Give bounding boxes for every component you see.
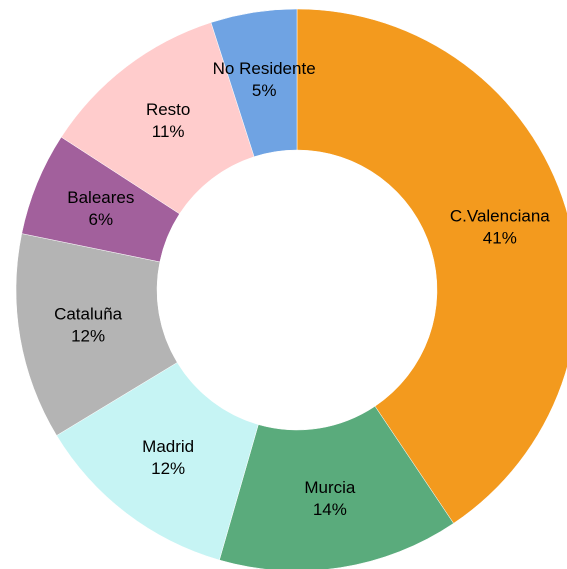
- slice-label: C.Valenciana: [450, 207, 550, 226]
- slice-label: Baleares: [67, 188, 134, 207]
- slice-label: Madrid: [142, 437, 194, 456]
- slice-value: 12%: [151, 459, 185, 478]
- slice-value: 41%: [483, 229, 517, 248]
- slice: [296, 8, 567, 524]
- slice: [210, 8, 298, 158]
- slice: [15, 233, 178, 436]
- slice: [219, 405, 454, 569]
- slice-label: No Residente: [213, 59, 316, 78]
- slice-label: Cataluña: [54, 305, 123, 324]
- slice-value: 12%: [71, 327, 105, 346]
- slice: [56, 362, 259, 561]
- slice-label: Resto: [146, 100, 190, 119]
- slice-value: 5%: [252, 81, 277, 100]
- slice-value: 11%: [152, 122, 185, 141]
- slice-value: 6%: [89, 210, 114, 229]
- slice-label: Murcia: [304, 478, 356, 497]
- slice-value: 14%: [313, 500, 347, 519]
